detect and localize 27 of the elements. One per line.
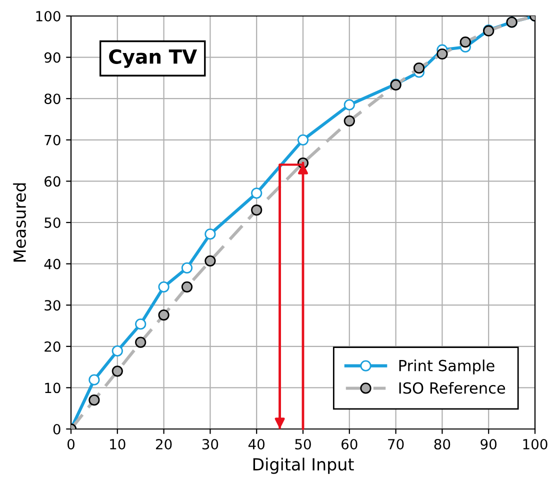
x-tick-label: 10 — [110, 438, 126, 450]
y-axis-title: Measured — [13, 183, 26, 262]
y-tick-label: 60 — [44, 176, 60, 187]
x-tick-label: 60 — [342, 438, 358, 450]
legend-label: Print Sample — [399, 360, 494, 374]
x-tick-label: 50 — [295, 438, 311, 450]
x-tick-label: 30 — [202, 438, 218, 450]
y-tick-label: 100 — [36, 10, 60, 22]
y-tick-label: 90 — [44, 52, 60, 63]
x-tick-label: 100 — [523, 438, 548, 450]
legend-label: ISO Reference — [399, 382, 506, 394]
x-tick-label: 0 — [67, 438, 74, 450]
y-tick-label: 20 — [44, 341, 60, 352]
x-tick-label: 40 — [248, 438, 265, 450]
x-axis-title: Digital Input — [253, 458, 354, 474]
x-tick-label: 70 — [388, 438, 404, 450]
x-tick-label: 90 — [480, 438, 497, 450]
y-tick-label: 40 — [44, 258, 60, 270]
y-tick-label: 0 — [53, 424, 60, 434]
x-tick-label: 20 — [156, 438, 172, 450]
x-tick-label: 80 — [434, 438, 450, 450]
y-tick-label: 50 — [44, 217, 60, 228]
y-tick-label: 80 — [44, 94, 60, 104]
y-tick-label: 30 — [44, 300, 60, 311]
y-tick-label: 10 — [45, 382, 60, 394]
annotation: Cyan TV — [109, 49, 198, 68]
y-tick-label: 70 — [44, 134, 60, 146]
